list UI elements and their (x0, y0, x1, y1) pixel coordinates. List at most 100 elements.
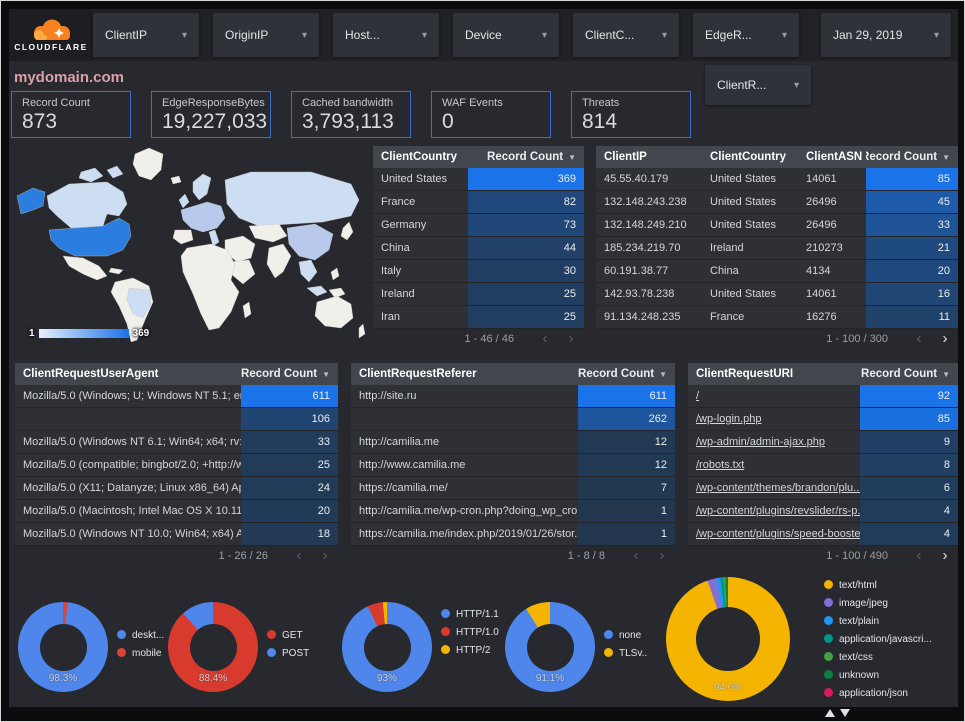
legend-item: POST (267, 647, 325, 660)
filter-chip-device[interactable]: Device ▾ (453, 13, 559, 57)
chevron-down-icon: ▾ (181, 29, 187, 41)
sort-desc-icon: ▼ (942, 152, 950, 162)
prev-page-icon[interactable]: ‹ (916, 547, 922, 564)
prev-page-icon[interactable]: ‹ (296, 547, 302, 564)
dimension-cell: China (381, 242, 410, 254)
legend-pager (825, 709, 942, 717)
uri-link[interactable]: /wp-admin/admin-ajax.php (696, 436, 826, 448)
table-row: 142.93.78.238 United States 14061 16 (596, 283, 958, 306)
client-device-type-legend: deskt... mobile (117, 629, 175, 665)
record-count-cell: 25 (468, 283, 584, 305)
dimension-cell: https://camilia.me/ (359, 482, 448, 494)
next-page-icon[interactable]: › (942, 547, 948, 564)
column-header-record count[interactable]: Record Count ▼ (487, 151, 576, 163)
uri-link[interactable]: /wp-login.php (696, 413, 762, 425)
edge-response-content-type-hole (696, 607, 760, 671)
legend-page-up-icon[interactable] (825, 709, 835, 717)
record-count-cell: 20 (241, 500, 338, 522)
table-row: 91.134.248.235 France 16276 11 (596, 306, 958, 329)
record-count-cell: 369 (468, 168, 584, 190)
client-ip-table: ClientIP ClientCountry ClientASN Record Cou… (596, 146, 958, 346)
legend-item: mobile (117, 647, 175, 660)
legend-label: text/css (839, 652, 873, 663)
scorecard-label: EdgeResponseBytes (162, 97, 265, 109)
client-request-protocol-legend: HTTP/1.1 HTTP/1.0 HTTP/2 (441, 608, 499, 662)
column-header-record count[interactable]: Record Count ▼ (861, 368, 950, 380)
filter-chip-edger[interactable]: EdgeR... ▾ (693, 13, 799, 57)
geo-map-panel: 1 369 (11, 144, 371, 349)
dimension-cell: France (381, 196, 416, 208)
filter-chip-clientr[interactable]: ClientR... ▾ (705, 65, 811, 105)
record-count-cell: 6 (860, 477, 958, 499)
prev-page-icon[interactable]: ‹ (542, 330, 548, 347)
column-header-record count[interactable]: Record Count ▼ (866, 151, 950, 163)
uri-link[interactable]: / (696, 390, 700, 402)
client-request-method-legend: GET POST (267, 629, 325, 665)
next-page-icon[interactable]: › (322, 547, 328, 564)
record-count-cell: 30 (468, 260, 584, 282)
dimension-cell: Mozilla/5.0 (Windows; U; Windows NT 5.1;… (23, 390, 241, 402)
prev-page-icon[interactable]: ‹ (916, 330, 922, 347)
filter-chip-originip[interactable]: OriginIP ▾ (213, 13, 319, 57)
legend-label: deskt... (132, 630, 165, 641)
dimension-cell: 60.191.38.77 (604, 265, 669, 277)
table-pagination: 1 - 100 / 300 ‹ › (596, 330, 958, 347)
date-range-chip-label: Jan 29, 2019 (833, 28, 903, 42)
client-device-type-hole (40, 624, 87, 671)
cloudflare-logo: CLOUDFLARE (9, 9, 93, 61)
scorecard-record-count: Record Count 873 (11, 91, 131, 138)
column-header-clientcountry: ClientCountry (710, 151, 787, 163)
filter-chip-clientip[interactable]: ClientIP ▾ (93, 13, 199, 57)
legend-label: HTTP/1.1 (456, 609, 499, 620)
dimension-cell: 4134 (806, 265, 831, 277)
next-page-icon[interactable]: › (942, 330, 948, 347)
dimension-cell: 14061 (806, 288, 837, 300)
uri-link[interactable]: /wp-content/themes/brandon/plu... (696, 482, 860, 494)
column-header-record count[interactable]: Record Count ▼ (241, 368, 330, 380)
uri-link[interactable]: /wp-content/plugins/speed-booste... (696, 528, 860, 540)
prev-page-icon[interactable]: ‹ (633, 547, 639, 564)
legend-label: POST (282, 648, 310, 659)
filter-chip-clientc[interactable]: ClientC... ▾ (573, 13, 679, 57)
world-map-choropleth[interactable] (11, 144, 371, 349)
dimension-cell: United States (710, 288, 777, 300)
legend-dot-icon (824, 580, 833, 589)
legend-item: text/css (824, 651, 942, 664)
report-canvas: CLOUDFLARE ClientIP ▾ OriginIP ▾ Host... ▾ Dev… (9, 9, 958, 717)
client-ssl-protocol-hole (527, 624, 574, 671)
dimension-cell: 26496 (806, 219, 837, 231)
filter-chip-host[interactable]: Host... ▾ (333, 13, 439, 57)
table-row: 132.148.243.238 United States 26496 45 (596, 191, 958, 214)
legend-item: deskt... (117, 629, 175, 642)
column-header-record count[interactable]: Record Count ▼ (578, 368, 667, 380)
dimension-cell: 185.234.219.70 (604, 242, 681, 254)
table-pagination: 1 - 8 / 8 ‹ › (351, 547, 675, 564)
table-row: France 82 (373, 191, 584, 214)
table-row: Mozilla/5.0 (Windows; U; Windows NT 5.1;… (15, 385, 338, 408)
uri-link[interactable]: /robots.txt (696, 459, 745, 471)
next-page-icon[interactable]: › (659, 547, 665, 564)
dimension-cell: /wp-content/plugins/speed-booste... (688, 523, 860, 545)
column-header-clientcountry: ClientCountry (381, 151, 458, 163)
next-page-icon[interactable]: › (568, 330, 574, 347)
legend-label: image/jpeg (839, 598, 888, 609)
table-row: http://site.ru 611 (351, 385, 675, 408)
scorecard-label: WAF Events (442, 97, 503, 109)
record-count-cell: 73 (468, 214, 584, 236)
uri-link[interactable]: /wp-content/plugins/revslider/rs-p... (696, 505, 860, 517)
legend-page-down-icon[interactable] (840, 709, 850, 717)
legend-dot-icon (117, 648, 126, 657)
record-count-cell: 33 (866, 214, 958, 236)
table-row: Mozilla/5.0 (Windows NT 6.1; Win64; x64;… (15, 431, 338, 454)
map-legend-gradient (38, 329, 129, 338)
record-count-cell: 21 (866, 237, 958, 259)
table-row: United States 369 (373, 168, 584, 191)
record-count-cell: 24 (241, 477, 338, 499)
cloudflare-cloud-icon (34, 19, 70, 40)
legend-dot-icon (824, 688, 833, 697)
date-range-chip[interactable]: Jan 29, 2019 ▾ (821, 13, 951, 57)
column-header-clientip: ClientIP (604, 151, 647, 163)
pagination-label: 1 - 100 / 490 (826, 549, 888, 562)
chevron-down-icon: ▾ (781, 29, 787, 41)
legend-label: application/json (839, 688, 908, 699)
